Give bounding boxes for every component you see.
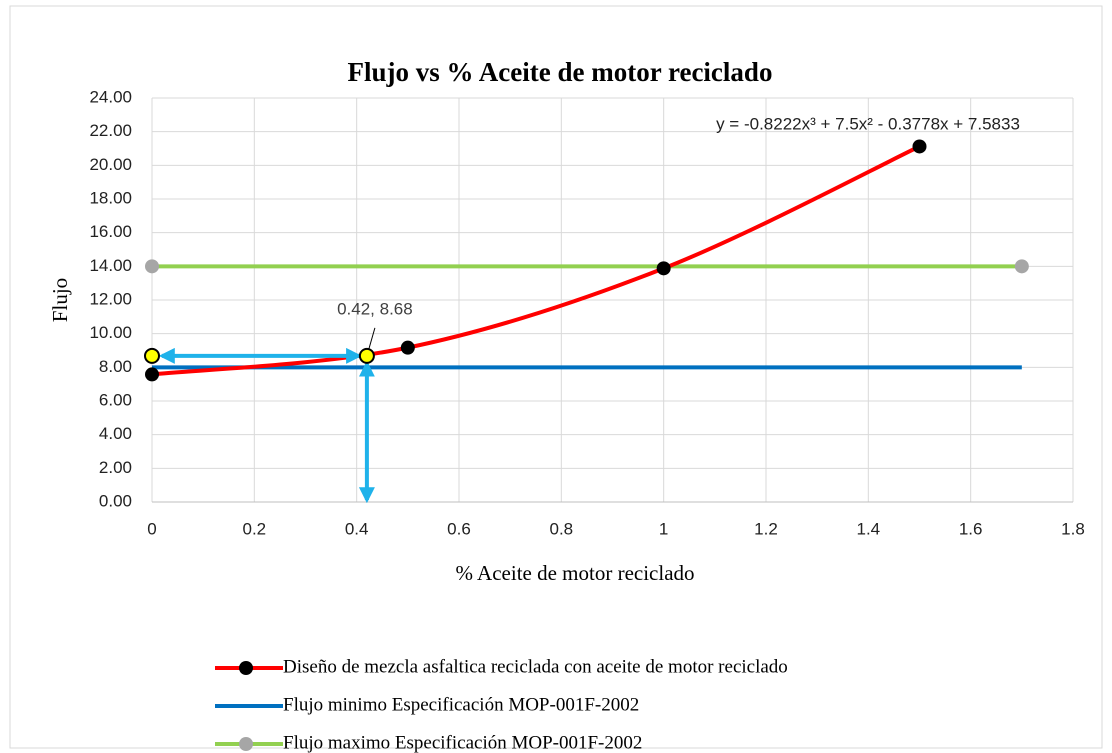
y-axis-label: Flujo xyxy=(48,278,72,322)
x-tick-label: 1.4 xyxy=(857,519,881,538)
data-point xyxy=(145,367,159,382)
legend-label: Flujo maximo Especificación MOP-001F-200… xyxy=(283,732,642,753)
y-tick-label: 2.00 xyxy=(99,458,132,477)
x-tick-label: 0.4 xyxy=(345,519,369,538)
y-tick-label: 16.00 xyxy=(89,222,132,241)
chart-border xyxy=(9,5,1103,749)
highlight-point xyxy=(144,347,160,364)
data-point xyxy=(912,139,927,154)
x-tick-label: 0 xyxy=(147,519,156,538)
y-tick-label: 10.00 xyxy=(89,323,132,342)
x-tick-label: 0.8 xyxy=(550,519,574,538)
data-point xyxy=(1014,259,1029,274)
x-tick-label: 1.6 xyxy=(959,519,983,538)
chart-title: Flujo vs % Aceite de motor reciclado xyxy=(348,57,773,87)
y-tick-label: 4.00 xyxy=(99,424,132,443)
equation: y = -0.8222x³ + 7.5x² - 0.3778x + 7.5833 xyxy=(716,114,1020,133)
y-tick-label: 20.00 xyxy=(89,155,132,174)
data-point xyxy=(656,261,671,276)
x-tick-label: 1.2 xyxy=(754,519,778,538)
data-point xyxy=(145,259,159,274)
x-tick-label: 0.2 xyxy=(243,519,267,538)
legend-marker xyxy=(239,737,253,751)
x-tick-label: 1.8 xyxy=(1061,519,1085,538)
legend-label: Diseño de mezcla asfaltica reciclada con… xyxy=(283,656,788,677)
x-tick-label: 0.6 xyxy=(447,519,471,538)
x-axis-label: % Aceite de motor reciclado xyxy=(455,561,694,585)
y-tick-label: 18.00 xyxy=(89,188,132,207)
y-tick-label: 12.00 xyxy=(89,289,132,308)
leader-line xyxy=(368,327,376,350)
y-tick-label: 14.00 xyxy=(89,256,132,275)
data-point xyxy=(400,340,415,355)
highlight-point xyxy=(358,347,375,364)
legend-label: Flujo minimo Especificación MOP-001F-200… xyxy=(283,694,639,715)
x-tick-label: 1 xyxy=(659,519,668,538)
data-label: 0.42, 8.68 xyxy=(337,299,413,318)
y-tick-label: 22.00 xyxy=(89,121,132,140)
y-tick-label: 6.00 xyxy=(99,390,132,409)
y-tick-label: 0.00 xyxy=(99,491,132,510)
series-line xyxy=(151,144,921,377)
y-tick-label: 24.00 xyxy=(89,87,132,106)
y-tick-label: 8.00 xyxy=(99,357,132,376)
legend-marker xyxy=(239,661,253,675)
